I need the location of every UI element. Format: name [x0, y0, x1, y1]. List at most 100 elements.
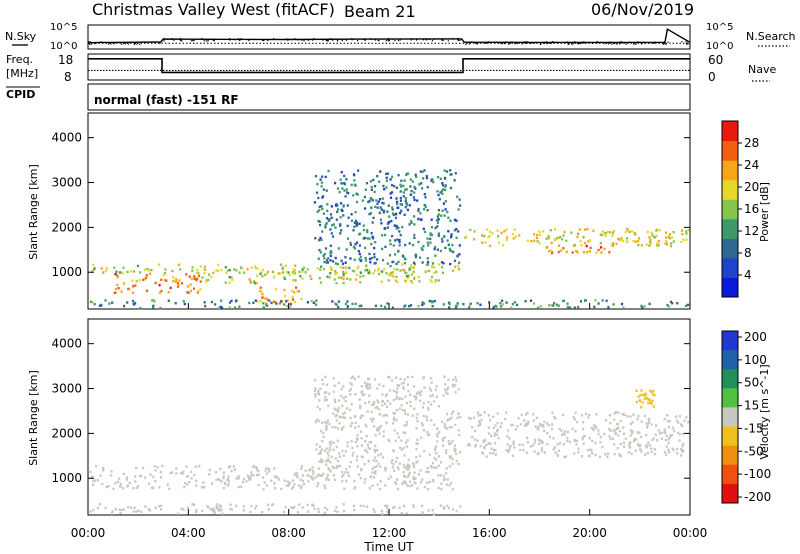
velocity-cell [371, 471, 374, 474]
velocity-cell [301, 479, 304, 483]
power-cell [370, 256, 373, 260]
power-cell [186, 291, 189, 294]
velocity-cell [342, 385, 345, 388]
power-cell [344, 302, 347, 306]
power-cell [430, 233, 433, 237]
velocity-cell [666, 414, 669, 417]
velocity-cell [398, 462, 401, 465]
velocity-cell [564, 455, 567, 458]
ytick-label: 3000 [51, 382, 82, 396]
power-cell [160, 289, 163, 293]
power-cell [316, 267, 319, 270]
velocity-cell [267, 467, 271, 471]
velocity-cell [200, 486, 204, 489]
power-cell [203, 272, 206, 275]
velocity-cell [409, 400, 412, 404]
velocity-cell [614, 431, 617, 435]
colorbar-tick-label: 12 [744, 224, 759, 238]
power-cell [264, 297, 267, 300]
power-cell [224, 266, 227, 269]
velocity-cell [422, 429, 426, 432]
velocity-cell [374, 472, 377, 475]
nsky-point [470, 41, 472, 43]
power-cell [518, 234, 521, 237]
velocity-cell [392, 418, 395, 422]
nsky-point [286, 38, 288, 40]
velocity-cell [119, 512, 122, 515]
nsky-point [637, 41, 639, 43]
velocity-cell [421, 406, 425, 409]
power-cell [389, 196, 393, 199]
velocity-cell [632, 440, 636, 443]
velocity-cell [340, 387, 343, 391]
velocity-cell [420, 436, 423, 439]
velocity-cell [309, 468, 312, 471]
velocity-cell [607, 452, 610, 455]
velocity-cell [324, 420, 327, 424]
power-cell [589, 239, 592, 242]
velocity-cell [663, 417, 666, 421]
velocity-cell [435, 466, 438, 469]
velocity-cell [623, 445, 626, 448]
velocity-cell [341, 449, 344, 453]
velocity-cell [507, 429, 510, 432]
power-cell [195, 272, 198, 275]
power-cell [464, 235, 468, 238]
velocity-cell [613, 429, 616, 433]
power-cell [335, 272, 338, 275]
velocity-cell [489, 419, 492, 422]
velocity-cell [409, 485, 412, 488]
velocity-cell [222, 471, 225, 474]
power-cell [457, 267, 461, 271]
power-cell [352, 173, 356, 176]
power-cell [329, 228, 332, 231]
velocity-cell [427, 406, 430, 410]
power-cell [434, 254, 437, 257]
power-cell [410, 273, 414, 276]
velocity-cell [195, 510, 198, 514]
power-cell [145, 274, 148, 277]
power-cell [248, 278, 251, 281]
velocity-cell [376, 483, 379, 486]
colorbar-segment [722, 179, 738, 200]
nsky-point [428, 38, 430, 40]
velocity-cell [361, 414, 364, 417]
velocity-cell [474, 438, 477, 441]
velocity-cell [532, 413, 535, 416]
power-cell [319, 236, 322, 240]
velocity-cell [186, 506, 189, 509]
velocity-cell [437, 464, 440, 468]
velocity-cell [423, 486, 426, 489]
velocity-cell [446, 504, 449, 507]
power-cell [434, 280, 437, 283]
nsky-point [461, 38, 463, 40]
power-cell [437, 175, 440, 179]
velocity-cell [406, 383, 410, 386]
power-cell [381, 258, 385, 262]
power-cell [235, 269, 238, 272]
velocity-cell [307, 510, 310, 513]
velocity-cell [459, 415, 462, 419]
power-cell [262, 306, 266, 309]
velocity-cell [363, 462, 366, 466]
velocity-cell [500, 422, 503, 425]
velocity-cell [371, 403, 374, 406]
velocity-cell [433, 466, 436, 469]
power-cell [665, 231, 668, 234]
velocity-cell [603, 432, 606, 436]
power-cell [412, 270, 415, 273]
velocity-cell [300, 467, 303, 470]
velocity-cell [301, 474, 304, 477]
velocity-cell [442, 505, 445, 509]
power-cell [152, 299, 155, 302]
velocity-cell [591, 452, 594, 455]
velocity-cell [427, 400, 430, 404]
velocity-cell [293, 473, 296, 477]
power-cell [355, 241, 359, 244]
nsky-point [201, 37, 203, 40]
velocity-cell [96, 479, 99, 482]
power-cell [488, 244, 491, 248]
velocity-cell [590, 449, 593, 452]
power-cell [476, 302, 479, 305]
